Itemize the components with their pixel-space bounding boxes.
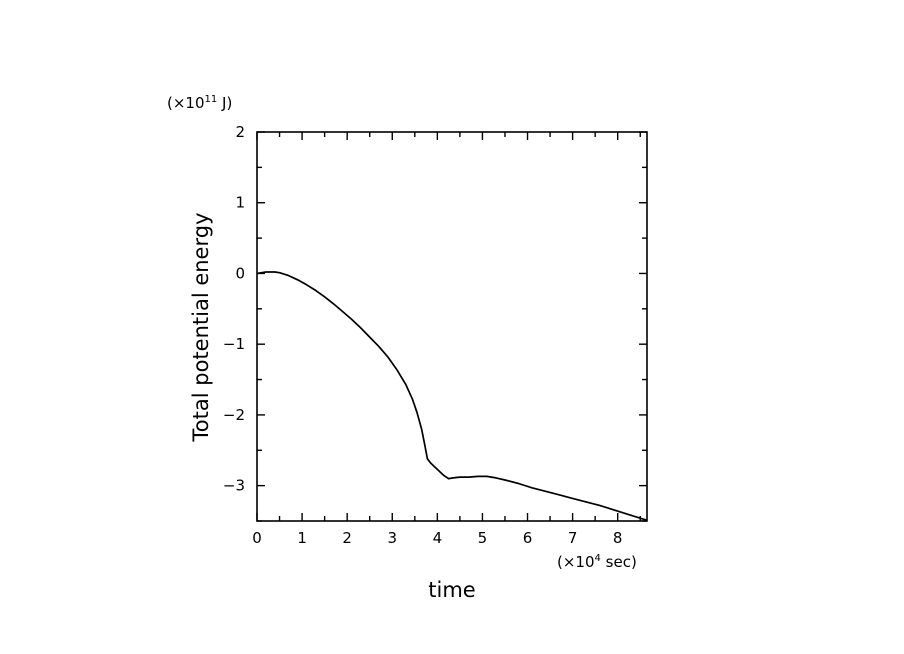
- x-tick-label: 3: [387, 529, 397, 547]
- x-tick-labels: 0 1 2 3 4 5 6 7 8: [252, 529, 622, 547]
- x-tick-label: 7: [568, 529, 578, 547]
- x-tick-label: 8: [613, 529, 623, 547]
- y-tick-label: 1: [235, 194, 245, 212]
- y-tick-label: −3: [223, 477, 245, 495]
- x-tick-label: 2: [342, 529, 352, 547]
- y-tick-label: −2: [223, 406, 245, 424]
- x-tick-label: 5: [478, 529, 488, 547]
- tick-marks: [256, 131, 647, 522]
- y-tick-label: −1: [223, 335, 245, 353]
- y-unit-label: (×1011 J): [167, 94, 232, 112]
- series-line: [256, 271, 648, 522]
- x-tick-label: 0: [252, 529, 262, 547]
- x-tick-label: 6: [523, 529, 533, 547]
- y-axis-title: Total potential energy: [189, 213, 213, 443]
- x-axis-title: time: [428, 578, 475, 602]
- plot-frame: [256, 131, 648, 522]
- y-tick-labels: 2 1 0 −1 −2 −3: [223, 123, 245, 495]
- x-unit-label: (×104 sec): [557, 553, 637, 571]
- y-tick-label: 0: [235, 264, 245, 282]
- y-tick-label: 2: [235, 123, 245, 141]
- x-tick-label: 1: [297, 529, 307, 547]
- x-tick-label: 4: [433, 529, 443, 547]
